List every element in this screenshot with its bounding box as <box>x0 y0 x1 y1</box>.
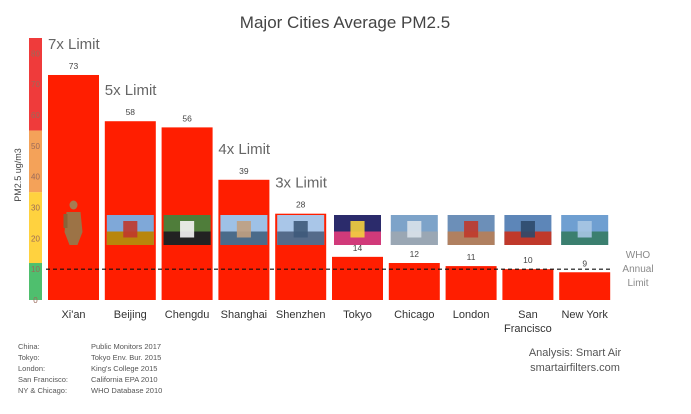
y-tick-label: 80 <box>31 49 40 58</box>
category-label-2: Chengdu <box>165 309 210 321</box>
y-tick-label: 70 <box>31 80 40 89</box>
value-label-7: 11 <box>467 252 476 262</box>
who-limit-label-0: WHO <box>626 250 651 261</box>
source-name-2: King's College 2015 <box>91 364 157 373</box>
who-limit-label-2: Limit <box>627 278 648 289</box>
source-name-4: WHO Database 2010 <box>91 386 162 395</box>
category-labels: Xi'an Beijing Chengdu Shanghai Shenzhen Tokyo… <box>61 309 608 335</box>
city-photo-9 <box>561 215 609 245</box>
value-labels: 73 58 56 39 28 14 12 11 10 9 <box>69 61 588 268</box>
value-label-4: 28 <box>296 200 306 210</box>
credit-line-1: smartairfilters.com <box>530 362 620 374</box>
y-tick-label: 60 <box>31 111 40 120</box>
source-region-0: China: <box>18 342 40 351</box>
value-label-0: 73 <box>69 61 79 71</box>
bar-1 <box>104 121 156 300</box>
bar-6 <box>388 263 440 300</box>
city-photo-7 <box>447 215 495 245</box>
value-label-6: 12 <box>410 249 420 259</box>
bar-7 <box>445 266 497 300</box>
city-photo-5 <box>334 215 381 245</box>
chart-title: Major Cities Average PM2.5 <box>240 13 450 32</box>
category-label-4: Shenzhen <box>276 309 326 321</box>
value-label-5: 14 <box>353 243 363 253</box>
value-label-2: 56 <box>182 113 192 123</box>
who-limit-label-1: Annual <box>622 264 653 275</box>
city-photo-8 <box>504 215 552 245</box>
limit-annotation-0: 7x Limit <box>48 36 101 53</box>
bars <box>48 74 611 300</box>
value-label-3: 39 <box>239 166 249 176</box>
city-photo-6 <box>390 215 438 245</box>
scale-band-3 <box>29 38 42 131</box>
who-limit-line: WHO Annual Limit <box>46 250 654 289</box>
category-label-7: London <box>453 309 490 321</box>
category-label-0: Xi'an <box>61 309 85 321</box>
source-region-3: San Francisco: <box>18 375 68 384</box>
category-label-1: Beijing <box>114 309 147 321</box>
limit-annotation-1: 5x Limit <box>105 82 158 99</box>
value-label-8: 10 <box>523 255 533 265</box>
scale-band-2 <box>29 130 42 193</box>
limit-annotation-2: 4x Limit <box>218 141 271 158</box>
scale-band-1 <box>29 192 42 264</box>
city-photos <box>63 200 609 245</box>
city-photo-4 <box>277 215 325 245</box>
y-axis-ticks: 0 10 20 30 40 50 60 70 80 <box>31 49 40 305</box>
category-label-9: New York <box>561 309 608 321</box>
value-label-9: 9 <box>582 258 587 268</box>
credit-line-0: Analysis: Smart Air <box>529 347 622 359</box>
bar-0 <box>48 74 99 300</box>
category-label-3: Shanghai <box>221 309 268 321</box>
bar-5 <box>332 256 383 300</box>
source-name-0: Public Monitors 2017 <box>91 342 161 351</box>
bar-8 <box>502 269 554 300</box>
city-photo-2 <box>163 215 211 245</box>
terracotta-warrior-photo <box>63 200 83 245</box>
scale-band-0 <box>29 263 42 300</box>
source-region-4: NY & Chicago: <box>18 386 67 395</box>
limit-annotation-3: 3x Limit <box>275 175 328 192</box>
city-photo-1 <box>106 215 154 245</box>
y-tick-label: 40 <box>31 173 40 182</box>
y-tick-label: 50 <box>31 142 40 151</box>
category-label-8: San <box>518 309 538 321</box>
city-photo-3 <box>220 215 268 245</box>
source-name-3: California EPA 2010 <box>91 375 158 384</box>
category-label-6: Chicago <box>394 309 434 321</box>
category-label-8-line2: Francisco <box>504 323 552 335</box>
data-sources: China: Public Monitors 2017 Tokyo: Tokyo En… <box>18 342 162 395</box>
value-label-1: 58 <box>126 107 136 117</box>
y-tick-label: 30 <box>31 204 40 213</box>
bar-9 <box>559 272 611 300</box>
y-tick-label: 20 <box>31 234 40 243</box>
source-region-2: London: <box>18 364 45 373</box>
bar-2 <box>161 127 213 300</box>
category-label-5: Tokyo <box>343 309 372 321</box>
y-tick-label: 10 <box>31 265 40 274</box>
source-region-1: Tokyo: <box>18 353 40 362</box>
y-axis-label: PM2.5 ug/m3 <box>13 148 23 202</box>
analysis-credit: Analysis: Smart Air smartairfilters.com <box>529 347 622 374</box>
y-tick-label: 0 <box>33 296 38 305</box>
aqi-color-scale <box>29 38 42 300</box>
source-name-1: Tokyo Env. Bur. 2015 <box>91 353 161 362</box>
